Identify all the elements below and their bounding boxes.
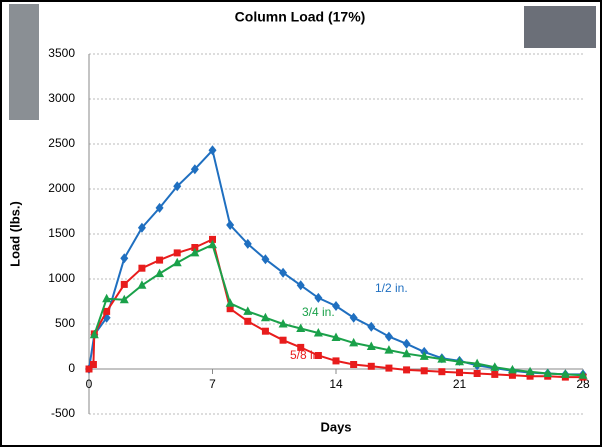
- marker: [403, 366, 410, 373]
- photo-left: [9, 4, 39, 120]
- x-tick-label: 14: [329, 377, 343, 391]
- marker: [174, 249, 181, 256]
- marker: [90, 361, 97, 368]
- marker: [138, 265, 145, 272]
- series-label: 5/8 in.: [290, 348, 323, 362]
- y-axis-label: Load (lbs.): [7, 201, 22, 267]
- marker: [421, 367, 428, 374]
- x-tick-label: 7: [209, 377, 216, 391]
- y-tick-label: 0: [68, 361, 75, 375]
- marker: [121, 281, 128, 288]
- marker: [350, 361, 357, 368]
- marker: [474, 370, 481, 377]
- marker: [156, 257, 163, 264]
- marker: [368, 363, 375, 370]
- marker: [491, 371, 498, 378]
- y-tick-label: 2500: [48, 136, 75, 150]
- marker: [456, 369, 463, 376]
- y-tick-label: 1500: [48, 226, 75, 240]
- marker: [262, 328, 269, 335]
- marker: [280, 337, 287, 344]
- marker: [333, 357, 340, 364]
- chart-title: Column Load (17%): [235, 9, 366, 25]
- series-label: 3/4 in.: [302, 305, 335, 319]
- series-label: 1/2 in.: [375, 281, 408, 295]
- photo-right: [524, 6, 596, 48]
- marker: [244, 318, 251, 325]
- marker: [438, 368, 445, 375]
- y-tick-label: 3500: [48, 46, 75, 60]
- y-tick-label: 2000: [48, 181, 75, 195]
- chart: Column Load (17%) Load (lbs.) Days -500 0…: [0, 0, 602, 447]
- y-tick-label: 1000: [48, 271, 75, 285]
- x-tick-label: 0: [86, 377, 93, 391]
- marker: [385, 365, 392, 372]
- y-tick-label: 500: [55, 316, 75, 330]
- x-tick-label: 21: [453, 377, 467, 391]
- x-axis-label: Days: [320, 419, 351, 434]
- y-tick-label: -500: [51, 406, 75, 420]
- y-tick-label: 3000: [48, 91, 75, 105]
